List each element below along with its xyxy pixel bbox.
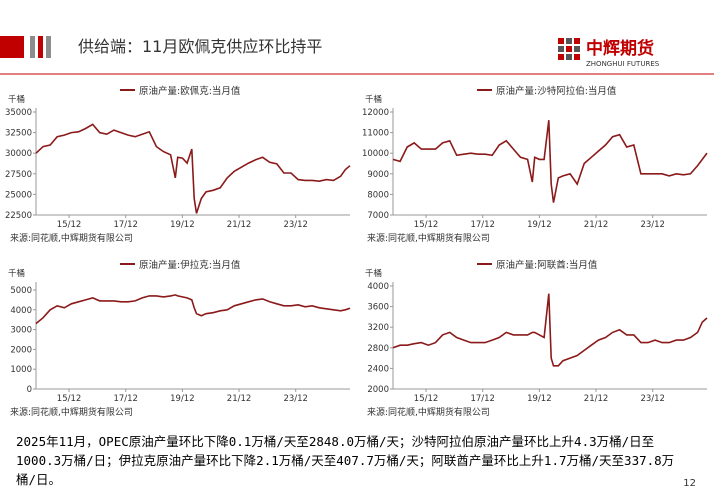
unit-label: 千桶 bbox=[8, 268, 25, 279]
y-tick-label: 2000 bbox=[10, 345, 32, 355]
y-tick-label: 4000 bbox=[367, 282, 389, 292]
x-tick-label: 19/12 bbox=[527, 220, 552, 230]
unit-label: 千桶 bbox=[365, 268, 382, 279]
x-tick-label: 15/12 bbox=[57, 220, 82, 230]
legend-label: 原油产量:沙特阿拉伯:当月值 bbox=[496, 85, 617, 97]
y-tick-label: 11000 bbox=[362, 129, 389, 139]
body-text: 2025年11月，OPEC原油产量环比下降0.1万桶/天至2848.0万桶/天；… bbox=[16, 434, 675, 487]
slide-title: 供给端：11月欧佩克供应环比持平 bbox=[78, 37, 322, 56]
y-tick-label: 8000 bbox=[367, 190, 389, 200]
x-tick-label: 17/12 bbox=[113, 394, 138, 404]
y-tick-label: 10000 bbox=[362, 149, 389, 159]
x-tick-label: 21/12 bbox=[584, 394, 609, 404]
legend-label: 原油产量:伊拉克:当月值 bbox=[139, 259, 241, 271]
x-tick-label: 17/12 bbox=[113, 220, 138, 230]
y-tick-label: 25000 bbox=[5, 190, 32, 200]
y-tick-label: 30000 bbox=[5, 149, 32, 159]
x-tick-label: 21/12 bbox=[227, 220, 252, 230]
page-number: 12 bbox=[683, 478, 696, 489]
header-bar bbox=[38, 36, 43, 58]
y-tick-label: 4000 bbox=[10, 306, 32, 316]
x-tick-label: 15/12 bbox=[414, 220, 439, 230]
y-tick-label: 3600 bbox=[367, 303, 389, 313]
logo-icon bbox=[558, 38, 580, 60]
data-line bbox=[392, 120, 708, 203]
y-tick-label: 2400 bbox=[367, 364, 389, 374]
y-tick-label: 3000 bbox=[10, 326, 32, 336]
header-bar bbox=[30, 36, 35, 58]
y-tick-label: 2800 bbox=[367, 344, 389, 354]
x-tick-label: 23/12 bbox=[640, 220, 665, 230]
y-tick-label: 22500 bbox=[5, 211, 32, 221]
source-note: 来源:同花顺,中辉期货有限公司 bbox=[10, 232, 133, 244]
x-tick-label: 17/12 bbox=[470, 220, 495, 230]
y-tick-label: 35000 bbox=[5, 108, 32, 118]
x-tick-label: 17/12 bbox=[470, 394, 495, 404]
unit-label: 千桶 bbox=[8, 94, 25, 105]
x-tick-label: 21/12 bbox=[227, 394, 252, 404]
y-tick-label: 0 bbox=[27, 385, 32, 395]
unit-label: 千桶 bbox=[365, 94, 382, 105]
y-tick-label: 7000 bbox=[367, 211, 389, 221]
x-tick-label: 23/12 bbox=[283, 394, 308, 404]
x-tick-label: 15/12 bbox=[414, 394, 439, 404]
header-block bbox=[0, 36, 24, 58]
logo-text: 中辉期货 bbox=[586, 38, 654, 59]
header-bar bbox=[46, 36, 51, 58]
legend-label: 原油产量:欧佩克:当月值 bbox=[139, 85, 241, 97]
y-tick-label: 2000 bbox=[367, 385, 389, 395]
data-line bbox=[35, 294, 351, 325]
x-tick-label: 19/12 bbox=[527, 394, 552, 404]
data-line bbox=[392, 293, 708, 367]
x-tick-label: 23/12 bbox=[640, 394, 665, 404]
x-tick-label: 23/12 bbox=[283, 220, 308, 230]
data-line bbox=[35, 123, 351, 214]
y-tick-label: 3200 bbox=[367, 323, 389, 333]
y-tick-label: 12000 bbox=[362, 108, 389, 118]
source-note: 来源:同花顺,中辉期货有限公司 bbox=[10, 406, 133, 418]
y-tick-label: 27500 bbox=[5, 170, 32, 180]
y-tick-label: 5000 bbox=[10, 286, 32, 296]
y-tick-label: 32500 bbox=[5, 129, 32, 139]
logo-subtext: ZHONGHUI FUTURES bbox=[586, 60, 660, 68]
x-tick-label: 19/12 bbox=[170, 220, 195, 230]
slide: 供给端：11月欧佩克供应环比持平 中辉期货 ZHONGHUI FUTURES 原… bbox=[0, 36, 714, 418]
x-tick-label: 21/12 bbox=[584, 220, 609, 230]
x-tick-label: 19/12 bbox=[170, 394, 195, 404]
x-tick-label: 15/12 bbox=[57, 394, 82, 404]
legend-label: 原油产量:阿联酋:当月值 bbox=[496, 259, 598, 271]
source-note: 来源:同花顺,中辉期货有限公司 bbox=[367, 406, 490, 418]
y-tick-label: 1000 bbox=[10, 365, 32, 375]
source-note: 来源:同花顺,中辉期货有限公司 bbox=[367, 232, 490, 244]
y-tick-label: 9000 bbox=[367, 170, 389, 180]
